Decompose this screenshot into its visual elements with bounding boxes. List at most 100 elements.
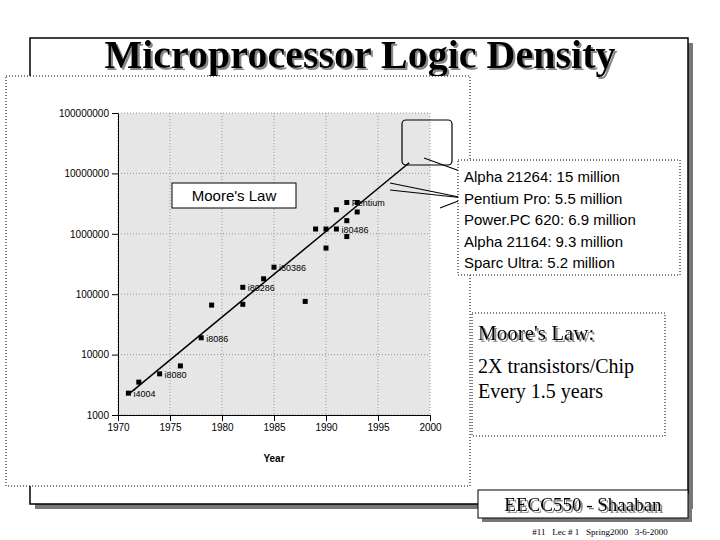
callout-line [390, 183, 464, 198]
data-point [126, 391, 131, 396]
callout: Moore's Law: 2X transistors/ChipEvery 1.5… [472, 313, 665, 436]
x-tick: 1975 [159, 415, 182, 433]
y-tick: 100000000 [59, 108, 118, 119]
annotation: Pentium Pro: 5.5 million [464, 190, 622, 207]
data-point [344, 218, 349, 223]
x-tick: 1995 [367, 415, 390, 433]
tick-mark [112, 173, 118, 174]
y-axis: 1000 10000 100000 1000000 10000000 100000000 [59, 108, 119, 421]
marks [126, 163, 409, 396]
y-tick: 1000000 [70, 229, 118, 240]
x-tick: 1990 [315, 415, 338, 433]
data-point [355, 209, 360, 214]
tick-mark [378, 415, 379, 421]
grid [118, 113, 430, 415]
callout-line [390, 190, 464, 198]
tick-label: 1975 [159, 422, 182, 433]
data-point [136, 380, 141, 385]
data-point [199, 335, 204, 340]
annotation: Sparc Ultra: 5.2 million [464, 254, 615, 271]
footer: EECC550 - Shaaban #11 Lec # 1 Spring2000 … [478, 490, 692, 537]
data-point [303, 299, 308, 304]
annotations-box [458, 160, 680, 275]
data-point [272, 265, 277, 270]
tick-mark [112, 294, 118, 295]
tick-label: 1995 [367, 422, 390, 433]
tick-mark [112, 234, 118, 235]
footer-box [478, 490, 688, 518]
annotation: Alpha 21164: 9.3 million [464, 233, 623, 250]
grid-line [118, 233, 430, 234]
tick-label: 10000000 [65, 168, 110, 179]
x-axis-title: Year [263, 453, 284, 464]
tick-label: 1990 [315, 422, 338, 433]
slide: Microprocessor Logic Density 1970 1975 1980… [0, 0, 720, 540]
point-label: Pentium [352, 198, 385, 208]
point-label: i80486 [341, 225, 368, 235]
footer-course: EECC550 - Shaaban [504, 494, 662, 515]
title: Microprocessor Logic Density [104, 32, 615, 77]
x-tick: 1985 [263, 415, 286, 433]
tick-label: 1000000 [70, 229, 109, 240]
grid-line [118, 113, 430, 114]
grid-line [118, 173, 430, 174]
tick-label: 10000 [81, 349, 109, 360]
x-tick: 1980 [211, 415, 234, 433]
tick-mark [112, 415, 118, 416]
data-point [240, 302, 245, 307]
callout-line-text: Every 1.5 years [478, 380, 603, 403]
data-point [209, 303, 214, 308]
callout-line-text: 2X transistors/Chip [478, 355, 634, 378]
footer-info: #11 Lec # 1 Spring2000 3-6-2000 [532, 527, 668, 537]
plot-area [118, 113, 430, 415]
grid-line [326, 113, 327, 415]
tick-mark [112, 355, 118, 356]
data-point [313, 227, 318, 232]
data-point [334, 227, 339, 232]
data-point [261, 276, 266, 281]
y-tick: 10000 [81, 349, 118, 360]
grid-line [118, 113, 119, 415]
grid-line [274, 113, 275, 415]
y-tick: 10000000 [65, 168, 119, 179]
tick-mark [170, 415, 171, 421]
tick-label: 1970 [107, 422, 130, 433]
tick-label: 100000000 [59, 108, 109, 119]
annotation: Power.PC 620: 6.9 million [464, 211, 636, 228]
x-tick: 2000 [419, 415, 442, 433]
x-axis: 1970 1975 1980 1985 1990 1995 2000 [107, 415, 442, 433]
tick-mark [274, 415, 275, 421]
mark-labels: i4004i8080i8086i80286i80386i80486Pentium [133, 198, 384, 399]
tick-mark [112, 113, 118, 114]
y-tick: 1000 [87, 410, 118, 421]
series-label-box [172, 183, 296, 208]
callout-title: Moore's Law: [478, 321, 594, 345]
grid-line [222, 113, 223, 415]
trend-line [128, 163, 409, 395]
grid-line [118, 294, 430, 295]
data-point [344, 200, 349, 205]
x-tick: 1970 [107, 415, 130, 433]
background [0, 0, 720, 540]
grid-line [118, 354, 430, 355]
tick-label: 1000 [87, 410, 110, 421]
tick-mark [326, 415, 327, 421]
point-label: i80386 [279, 263, 306, 273]
axis-line [118, 114, 119, 416]
point-label: i8086 [206, 334, 228, 344]
tick-label: 1980 [211, 422, 234, 433]
tick-mark [118, 415, 119, 421]
series-label: Moore's Law [172, 183, 296, 208]
tick-label: 1985 [263, 422, 286, 433]
data-point [178, 363, 183, 368]
tick-label: 2000 [419, 422, 442, 433]
highlight [390, 120, 468, 208]
annotation: Alpha 21264: 15 million [464, 168, 620, 185]
tick-label: 100000 [76, 289, 110, 300]
grid-line [430, 113, 431, 415]
data-point [240, 285, 245, 290]
y-tick: 100000 [76, 289, 118, 300]
data-point [324, 246, 329, 251]
data-point [157, 371, 162, 376]
point-label: i80286 [248, 283, 275, 293]
